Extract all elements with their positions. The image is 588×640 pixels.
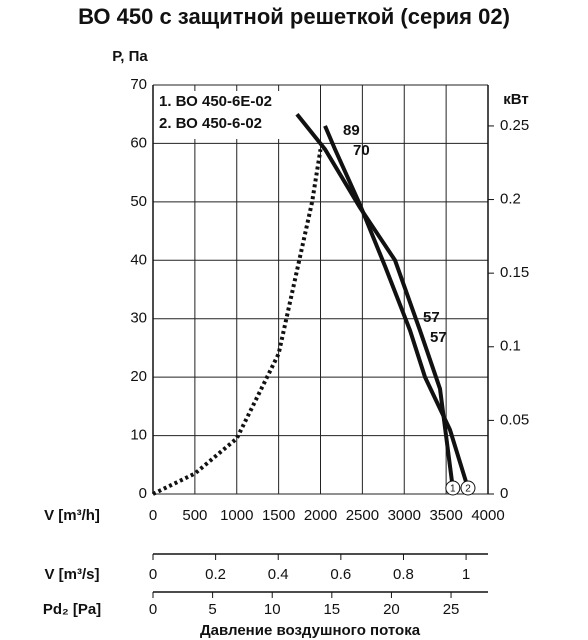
y-axis-label: P, Па (112, 48, 148, 65)
annotation: 89 (343, 122, 360, 139)
secondary-tick-label: 0.4 (268, 566, 289, 583)
y2-tick-label: 0.15 (500, 264, 529, 281)
chart-title: ВО 450 с защитной решеткой (серия 02) (78, 4, 510, 29)
secondary-tick-label: 5 (208, 601, 216, 618)
secondary-tick-label: 0.2 (205, 566, 226, 583)
secondary-tick-label: 10 (264, 601, 281, 618)
y-tick-label: 30 (130, 310, 147, 327)
secondary-axis-label: V [m³/s] (44, 566, 99, 583)
end-label: 1 (450, 484, 456, 495)
curve (295, 112, 455, 489)
x-tick-label: 4000 (471, 507, 504, 524)
y2-tick-label: 0 (500, 485, 508, 502)
y2-axis-label: кВт (503, 91, 529, 108)
y-tick-label: 0 (139, 485, 147, 502)
y-tick-label: 10 (130, 427, 147, 444)
curve (152, 148, 323, 496)
y-tick-label: 20 (130, 368, 147, 385)
y2-tick-label: 0.25 (500, 117, 529, 134)
legend-entry: 1. ВО 450-6Е-02 (159, 93, 272, 110)
annotation: 57 (423, 309, 440, 326)
secondary-tick-label: 15 (323, 601, 340, 618)
x-tick-label: 2000 (304, 507, 337, 524)
y-tick-label: 50 (130, 193, 147, 210)
secondary-tick-label: 0 (149, 566, 157, 583)
y-tick-label: 70 (130, 76, 147, 93)
annotation: 70 (353, 142, 370, 159)
y-tick-label: 40 (130, 251, 147, 268)
secondary-tick-label: 1 (462, 566, 470, 583)
secondary-tick-label: 0.6 (330, 566, 351, 583)
x-tick-label: 1500 (262, 507, 295, 524)
x-tick-label: 3500 (429, 507, 462, 524)
x-axis-label: V [m³/h] (44, 507, 100, 524)
y2-tick-label: 0.2 (500, 191, 521, 208)
secondary-tick-label: 0.8 (393, 566, 414, 583)
y2-tick-label: 0.05 (500, 411, 529, 428)
end-marker (460, 480, 476, 496)
x-tick-label: 1000 (220, 507, 253, 524)
secondary-tick-label: 20 (383, 601, 400, 618)
end-label: 2 (465, 484, 471, 495)
annotation: 57 (430, 329, 447, 346)
x-tick-label: 500 (182, 507, 207, 524)
bottom-title: Давление воздушного потока (200, 622, 421, 639)
secondary-axis-label: Pd₂ [Pa] (43, 601, 101, 618)
curve (323, 125, 470, 489)
y-tick-label: 60 (130, 134, 147, 151)
end-marker (445, 480, 461, 496)
x-tick-label: 2500 (346, 507, 379, 524)
legend-box (154, 91, 304, 139)
x-tick-label: 0 (149, 507, 157, 524)
legend-entry: 2. ВО 450-6-02 (159, 115, 262, 132)
y2-tick-label: 0.1 (500, 338, 521, 355)
secondary-tick-label: 0 (149, 601, 157, 618)
secondary-tick-label: 25 (443, 601, 460, 618)
x-tick-label: 3000 (388, 507, 421, 524)
